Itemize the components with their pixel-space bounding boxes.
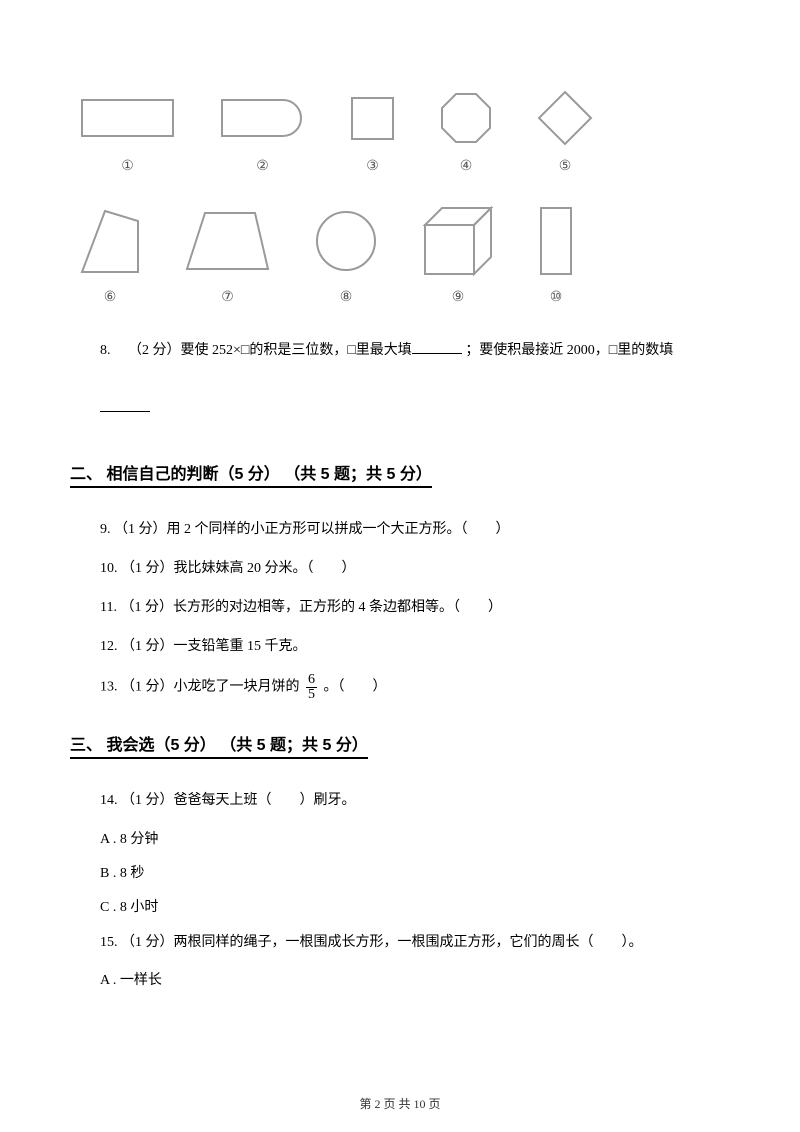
shape-label: ⑤ xyxy=(537,158,593,175)
shape-label: ② xyxy=(220,158,305,175)
shape-octagon xyxy=(440,92,492,144)
shapes-row-1 xyxy=(80,90,730,146)
question-10: 10. （1 分）我比妹妹高 20 分米。（ ） xyxy=(100,556,730,581)
question-13: 13. （1 分）小龙吃了一块月饼的 6 5 。（ ） xyxy=(100,673,730,702)
shape-rectangle xyxy=(80,98,175,138)
shape-cube xyxy=(422,205,494,277)
shape-label: ⑩ xyxy=(539,289,573,306)
shapes-row-2 xyxy=(80,205,730,277)
question-9: 9. （1 分）用 2 个同样的小正方形可以拼成一个大正方形。（ ） xyxy=(100,517,730,542)
labels-row-2: ⑥ ⑦ ⑧ ⑨ ⑩ xyxy=(80,289,730,306)
shape-tall-rectangle xyxy=(539,206,573,276)
fraction: 6 5 xyxy=(306,673,317,702)
shape-label: ③ xyxy=(350,158,395,175)
shape-label: ⑨ xyxy=(422,289,494,306)
shape-diamond xyxy=(537,90,593,146)
shape-label: ④ xyxy=(440,158,492,175)
question-text: （2 分）要使 252×□的积是三位数，□里最大填 xyxy=(128,343,412,358)
question-14: 14. （1 分）爸爸每天上班（ ）刷牙。 xyxy=(100,788,730,813)
shape-label: ① xyxy=(80,158,175,175)
option-14a[interactable]: A . 8 分钟 xyxy=(100,828,730,848)
fraction-numerator: 6 xyxy=(306,673,317,688)
shape-quadrilateral xyxy=(80,209,140,274)
option-14c[interactable]: C . 8 小时 xyxy=(100,896,730,916)
section-3-title: 三、 我会选（5 分） （共 5 题；共 5 分） xyxy=(70,731,368,759)
question-11: 11. （1 分）长方形的对边相等，正方形的 4 条边都相等。（ ） xyxy=(100,595,730,620)
shapes-figure: ① ② ③ ④ ⑤ ⑥ ⑦ ⑧ ⑨ ⑩ xyxy=(80,90,730,306)
fraction-denominator: 5 xyxy=(306,688,317,702)
question-text: 13. （1 分）小龙吃了一块月饼的 xyxy=(100,680,303,695)
question-15: 15. （1 分）两根同样的绳子，一根围成长方形，一根围成正方形，它们的周长（ … xyxy=(100,930,730,955)
question-text: 。（ ） xyxy=(324,680,387,695)
labels-row-1: ① ② ③ ④ ⑤ xyxy=(80,158,730,175)
shape-label: ⑦ xyxy=(185,289,270,306)
question-12: 12. （1 分）一支铅笔重 15 千克。 xyxy=(100,634,730,659)
shape-rounded-stadium xyxy=(220,98,305,138)
question-8: 8. （2 分）要使 252×□的积是三位数，□里最大填 ；要使积最接近 200… xyxy=(100,336,730,425)
shape-label: ⑧ xyxy=(315,289,377,306)
page-footer: 第 2 页 共 10 页 xyxy=(0,1095,800,1112)
shape-square xyxy=(350,96,395,141)
fill-blank[interactable] xyxy=(412,339,462,354)
question-number: 8. xyxy=(100,343,111,358)
fill-blank[interactable] xyxy=(100,397,150,412)
shape-trapezoid xyxy=(185,211,270,271)
shape-label: ⑥ xyxy=(80,289,140,306)
section-2-title: 二、 相信自己的判断（5 分） （共 5 题；共 5 分） xyxy=(70,460,432,488)
option-15a[interactable]: A . 一样长 xyxy=(100,969,730,989)
shape-circle xyxy=(315,210,377,272)
option-14b[interactable]: B . 8 秒 xyxy=(100,862,730,882)
question-text: ；要使积最接近 2000，□里的数填 xyxy=(465,343,673,358)
